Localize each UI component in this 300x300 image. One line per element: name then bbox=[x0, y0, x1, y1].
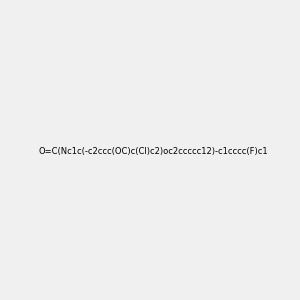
Text: O=C(Nc1c(-c2ccc(OC)c(Cl)c2)oc2ccccc12)-c1cccc(F)c1: O=C(Nc1c(-c2ccc(OC)c(Cl)c2)oc2ccccc12)-c… bbox=[39, 147, 268, 156]
